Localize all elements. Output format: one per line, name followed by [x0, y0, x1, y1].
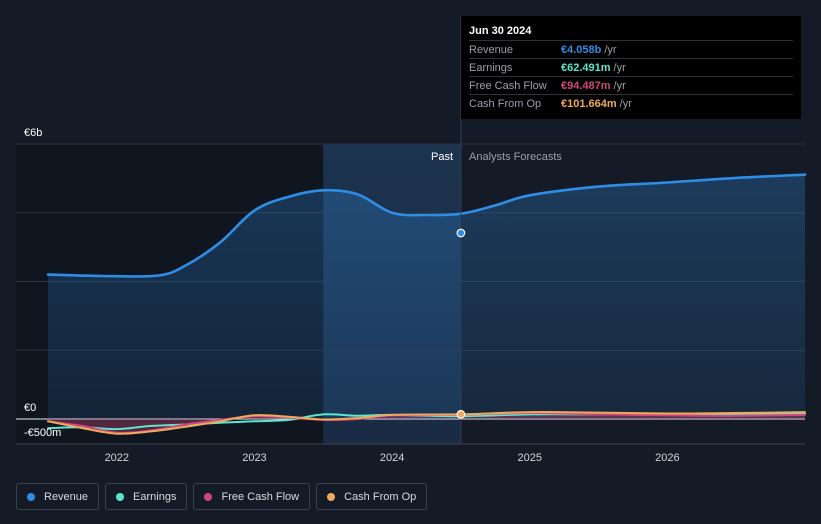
tooltip-row-revenue: Revenue €4.058b /yr [469, 40, 793, 58]
tooltip-label: Revenue [469, 43, 514, 56]
tooltip-row-earnings: Earnings €62.491m /yr [469, 58, 793, 76]
tooltip-value: €4.058b [561, 43, 602, 56]
tooltip-unit: /yr [613, 61, 626, 74]
past-label: Past [431, 151, 453, 163]
y-tick-label-bottom: -€500m [24, 427, 61, 439]
revenue-highlight-marker [456, 228, 466, 238]
y-tick-label-top: €6b [24, 127, 42, 139]
tooltip-label: Earnings [469, 61, 513, 74]
tooltip-row-cash-from-op: Cash From Op €101.664m /yr [469, 94, 793, 112]
tooltip-value: €62.491m [561, 61, 611, 74]
legend-label: Revenue [44, 490, 89, 503]
legend-item-revenue[interactable]: Revenue [16, 483, 100, 510]
revenue-dot-icon [27, 492, 35, 501]
tooltip: Jun 30 2024 Revenue €4.058b /yr Earnings… [461, 16, 801, 119]
x-tick-label: 2025 [517, 452, 541, 464]
tooltip-unit: /yr [619, 97, 632, 110]
x-tick-label: 2023 [242, 452, 266, 464]
legend-label: Free Cash Flow [221, 490, 300, 503]
tooltip-unit: /yr [613, 79, 626, 92]
legend-item-earnings[interactable]: Earnings [105, 483, 188, 510]
earnings-dot-icon [116, 492, 125, 501]
legend: Revenue Earnings Free Cash Flow Cash Fro… [16, 483, 428, 510]
cash-from-op-highlight-marker [456, 409, 466, 419]
y-tick-label-zero: €0 [24, 402, 36, 414]
legend-item-cash-from-op[interactable]: Cash From Op [316, 483, 428, 510]
tooltip-unit: /yr [604, 43, 617, 56]
revenue-line [46, 173, 807, 278]
legend-label: Earnings [133, 490, 177, 503]
cash-from-op-dot-icon [327, 492, 336, 501]
x-tick-label: 2024 [380, 452, 404, 464]
legend-item-free-cash-flow[interactable]: Free Cash Flow [193, 483, 311, 510]
tooltip-label: Cash From Op [469, 97, 542, 110]
forecast-label: Analysts Forecasts [469, 151, 562, 163]
legend-label: Cash From Op [344, 490, 417, 503]
tooltip-date: Jun 30 2024 [469, 25, 532, 37]
revenue-area [48, 174, 805, 419]
free-cash-flow-dot-icon [204, 492, 213, 501]
x-tick-label: 2022 [105, 452, 129, 464]
x-tick-label: 2026 [655, 452, 679, 464]
tooltip-label: Free Cash Flow [469, 79, 547, 92]
tooltip-value: €101.664m [561, 97, 617, 110]
tooltip-row-free-cash-flow: Free Cash Flow €94.487m /yr [469, 76, 793, 94]
cash-from-op-line [47, 411, 806, 435]
tooltip-value: €94.487m [561, 79, 611, 92]
